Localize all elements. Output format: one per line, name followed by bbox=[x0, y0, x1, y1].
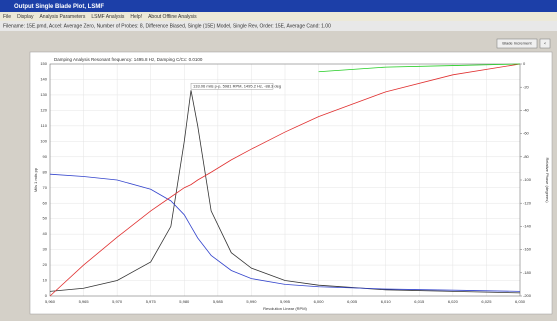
y2-tick-label: -160 bbox=[523, 247, 532, 252]
info-text: Filename: 15E.pmd, Accel: Average Zero, … bbox=[3, 23, 331, 29]
x-axis-label: Revolution Linear (RPM) bbox=[263, 306, 307, 311]
plot-area bbox=[49, 63, 521, 297]
y-tick-label: 20 bbox=[43, 262, 48, 267]
window-title: Output Single Blade Plot, LSMF bbox=[14, 4, 104, 10]
y-tick-label: 60 bbox=[43, 200, 48, 205]
y2-tick-label: -20 bbox=[523, 84, 530, 89]
y-tick-label: 70 bbox=[43, 185, 48, 190]
x-tick-label: 6,025 bbox=[481, 299, 492, 304]
chart-title: Damping Analysis Resonant frequency: 149… bbox=[54, 57, 203, 62]
button-label[interactable]: Blade Increment bbox=[502, 41, 532, 46]
y2-tick-label: -140 bbox=[523, 223, 532, 228]
x-tick-label: 5,985 bbox=[213, 299, 224, 304]
y-tick-label: 90 bbox=[43, 154, 48, 159]
y-tick-label: 140 bbox=[40, 77, 47, 82]
series-line bbox=[318, 63, 521, 73]
title-bar bbox=[0, 0, 557, 12]
y-tick-label: 110 bbox=[41, 123, 48, 128]
y-tick-label: 150 bbox=[40, 61, 47, 66]
y2-tick-label: -120 bbox=[523, 200, 532, 205]
info-bar bbox=[0, 21, 557, 31]
x-tick-label: 6,015 bbox=[414, 299, 425, 304]
annotation: 133.06 mils p-p, 5981 RPM, 1495.2 Hz, -8… bbox=[193, 83, 281, 88]
x-tick-label: 5,975 bbox=[146, 299, 157, 304]
y-tick-label: 130 bbox=[40, 92, 47, 97]
menu-item[interactable]: Analysis Parameters bbox=[39, 14, 85, 20]
series-line bbox=[49, 63, 521, 297]
y-tick-label: 80 bbox=[43, 169, 48, 174]
y2-tick-label: -200 bbox=[523, 293, 532, 298]
y2-tick-label: -180 bbox=[523, 270, 532, 275]
back-button[interactable] bbox=[539, 38, 551, 49]
y2-tick-label: -100 bbox=[523, 177, 532, 182]
y2-axis-label: Relative Phase (degrees) bbox=[545, 157, 550, 203]
y-tick-label: 0 bbox=[45, 293, 48, 298]
y-axis-label: Mils 1 mils pp bbox=[33, 167, 38, 192]
series-line bbox=[49, 173, 521, 292]
menu-item[interactable]: Help! bbox=[130, 14, 142, 20]
blade-increment-button[interactable] bbox=[496, 38, 538, 49]
x-tick-label: 5,995 bbox=[280, 299, 291, 304]
y-tick-label: 40 bbox=[43, 231, 48, 236]
x-tick-label: 6,030 bbox=[515, 299, 526, 304]
y2-tick-label: -60 bbox=[523, 131, 530, 136]
menu-bar bbox=[0, 12, 557, 21]
menu-item[interactable]: Display bbox=[17, 14, 34, 20]
menu-item[interactable]: File bbox=[3, 14, 11, 20]
x-tick-label: 5,990 bbox=[246, 299, 257, 304]
y-tick-label: 10 bbox=[43, 278, 48, 283]
y-tick-label: 30 bbox=[43, 247, 48, 252]
y2-tick-label: 0 bbox=[523, 61, 526, 66]
x-tick-label: 5,980 bbox=[179, 299, 190, 304]
x-tick-label: 5,960 bbox=[45, 299, 56, 304]
y2-tick-label: -40 bbox=[523, 107, 530, 112]
menu-item[interactable]: LSMF Analysis bbox=[91, 14, 125, 20]
x-tick-label: 6,010 bbox=[381, 299, 392, 304]
button-label[interactable]: < bbox=[544, 41, 547, 46]
plot-panel bbox=[29, 51, 553, 315]
x-tick-label: 6,005 bbox=[347, 299, 358, 304]
y-tick-label: 120 bbox=[40, 107, 47, 112]
y-tick-label: 50 bbox=[43, 216, 48, 221]
x-tick-label: 5,965 bbox=[79, 299, 90, 304]
x-tick-label: 6,020 bbox=[448, 299, 459, 304]
x-tick-label: 6,000 bbox=[314, 299, 325, 304]
x-tick-label: 5,970 bbox=[112, 299, 123, 304]
menu-item[interactable]: About Offline Analysis bbox=[148, 14, 197, 20]
y2-tick-label: -80 bbox=[523, 154, 530, 159]
y-tick-label: 100 bbox=[40, 138, 47, 143]
annotation-box bbox=[190, 83, 274, 90]
